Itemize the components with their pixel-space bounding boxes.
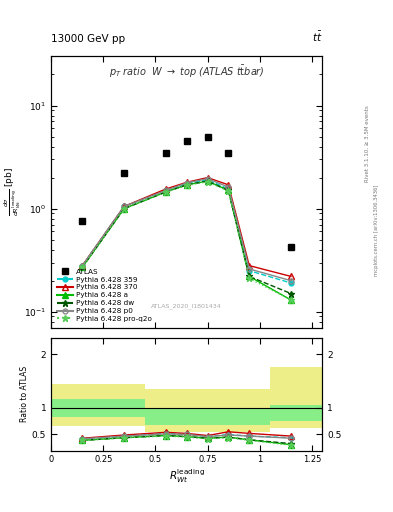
Line: Pythia 6.428 a: Pythia 6.428 a [80, 178, 294, 303]
Pythia 6.428 359 [184, 181, 189, 187]
Pythia 6.428 a [122, 205, 127, 211]
Line: Pythia 6.428 370: Pythia 6.428 370 [80, 175, 294, 279]
Line: ATLAS: ATLAS [79, 134, 294, 250]
Pythia 6.428 dw [184, 182, 189, 188]
Pythia 6.428 359 [205, 177, 210, 183]
Y-axis label: Ratio to ATLAS: Ratio to ATLAS [20, 366, 29, 422]
Pythia 6.428 359 [80, 263, 85, 269]
Pythia 6.428 p0 [80, 263, 85, 269]
ATLAS [184, 138, 189, 144]
Text: ATLAS_2020_I1801434: ATLAS_2020_I1801434 [151, 303, 222, 309]
Line: Pythia 6.428 p0: Pythia 6.428 p0 [80, 176, 294, 283]
Pythia 6.428 pro-q2o [163, 189, 168, 195]
Pythia 6.428 p0 [184, 180, 189, 186]
Text: $p_T$ ratio  W $\rightarrow$ top (ATLAS t$\bar{\rm t}$bar): $p_T$ ratio W $\rightarrow$ top (ATLAS t… [109, 65, 264, 80]
Pythia 6.428 dw [122, 205, 127, 211]
Line: Pythia 6.428 dw: Pythia 6.428 dw [79, 178, 294, 296]
ATLAS [226, 150, 231, 156]
Pythia 6.428 p0 [288, 278, 293, 284]
Legend: ATLAS, Pythia 6.428 359, Pythia 6.428 370, Pythia 6.428 a, Pythia 6.428 dw, Pyth: ATLAS, Pythia 6.428 359, Pythia 6.428 37… [55, 267, 154, 324]
Pythia 6.428 370 [288, 273, 293, 280]
Pythia 6.428 a [80, 264, 85, 270]
ATLAS [80, 219, 85, 225]
Pythia 6.428 dw [80, 264, 85, 270]
Pythia 6.428 pro-q2o [205, 179, 210, 185]
Pythia 6.428 p0 [163, 187, 168, 194]
Pythia 6.428 p0 [205, 176, 210, 182]
Pythia 6.428 pro-q2o [247, 275, 252, 282]
Pythia 6.428 dw [205, 178, 210, 184]
Text: $t\bar{t}$: $t\bar{t}$ [312, 29, 322, 44]
Line: Pythia 6.428 pro-q2o: Pythia 6.428 pro-q2o [79, 179, 294, 303]
Pythia 6.428 pro-q2o [184, 182, 189, 188]
Pythia 6.428 a [205, 178, 210, 184]
Pythia 6.428 p0 [122, 203, 127, 209]
Pythia 6.428 a [247, 273, 252, 280]
Pythia 6.428 370 [80, 263, 85, 269]
ATLAS [288, 244, 293, 250]
Pythia 6.428 370 [226, 182, 231, 188]
Pythia 6.428 359 [226, 186, 231, 192]
ATLAS [205, 134, 210, 140]
Pythia 6.428 dw [288, 290, 293, 296]
Pythia 6.428 dw [226, 187, 231, 194]
ATLAS [163, 150, 168, 156]
Pythia 6.428 359 [247, 268, 252, 274]
Pythia 6.428 359 [163, 187, 168, 194]
ATLAS [122, 170, 127, 176]
Y-axis label: $\frac{d\sigma}{dR_{Wt}^{\rm leading}}$ [pb]: $\frac{d\sigma}{dR_{Wt}^{\rm leading}}$ … [2, 167, 22, 217]
Pythia 6.428 359 [122, 203, 127, 209]
Pythia 6.428 370 [122, 203, 127, 209]
Pythia 6.428 p0 [226, 184, 231, 190]
Text: Rivet 3.1.10, ≥ 3.5M events: Rivet 3.1.10, ≥ 3.5M events [365, 105, 370, 182]
Pythia 6.428 pro-q2o [288, 297, 293, 303]
Pythia 6.428 370 [184, 179, 189, 185]
Text: mcplots.cern.ch [arXiv:1306.3436]: mcplots.cern.ch [arXiv:1306.3436] [374, 185, 379, 276]
Pythia 6.428 dw [247, 273, 252, 280]
Pythia 6.428 dw [163, 189, 168, 195]
Pythia 6.428 370 [163, 186, 168, 192]
Pythia 6.428 pro-q2o [122, 205, 127, 211]
Pythia 6.428 a [163, 189, 168, 195]
X-axis label: $R_{Wt}^{\rm leading}$: $R_{Wt}^{\rm leading}$ [169, 467, 205, 485]
Pythia 6.428 pro-q2o [226, 188, 231, 194]
Pythia 6.428 a [226, 187, 231, 194]
Pythia 6.428 359 [288, 280, 293, 286]
Pythia 6.428 a [288, 297, 293, 303]
Pythia 6.428 a [184, 182, 189, 188]
Pythia 6.428 370 [205, 175, 210, 181]
Pythia 6.428 p0 [247, 266, 252, 272]
Line: Pythia 6.428 359: Pythia 6.428 359 [80, 178, 294, 285]
Pythia 6.428 pro-q2o [80, 264, 85, 270]
Text: 13000 GeV pp: 13000 GeV pp [51, 33, 125, 44]
Pythia 6.428 370 [247, 263, 252, 269]
